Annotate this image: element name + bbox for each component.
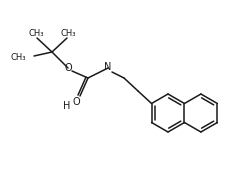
Text: CH₃: CH₃ <box>11 53 26 62</box>
Text: CH₃: CH₃ <box>60 29 76 38</box>
Text: CH₃: CH₃ <box>28 29 44 38</box>
Text: N: N <box>104 62 112 72</box>
Text: O: O <box>72 97 80 107</box>
Text: O: O <box>64 63 72 73</box>
Text: H: H <box>63 101 70 111</box>
